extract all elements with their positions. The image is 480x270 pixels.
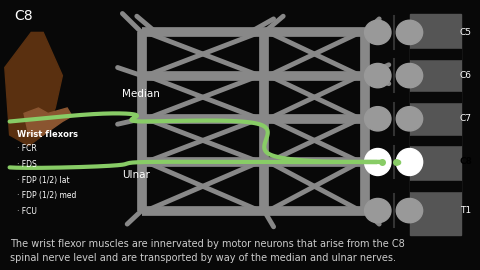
Ellipse shape <box>365 63 391 88</box>
Ellipse shape <box>396 148 422 176</box>
Ellipse shape <box>365 107 391 131</box>
Ellipse shape <box>365 198 391 223</box>
Text: · FDP (1/2) med: · FDP (1/2) med <box>17 191 76 200</box>
Text: C6: C6 <box>459 71 471 80</box>
Polygon shape <box>5 32 62 146</box>
Text: C7: C7 <box>459 114 471 123</box>
Ellipse shape <box>365 148 391 176</box>
Ellipse shape <box>365 20 391 45</box>
Text: · FCU: · FCU <box>17 207 36 216</box>
Bar <box>410 14 461 235</box>
Ellipse shape <box>396 20 422 45</box>
Text: C5: C5 <box>459 28 471 37</box>
Text: · FCR: · FCR <box>17 144 36 153</box>
Text: T1: T1 <box>460 206 471 215</box>
Text: Ulnar: Ulnar <box>122 170 150 180</box>
Ellipse shape <box>396 107 422 131</box>
Text: Wrist flexors: Wrist flexors <box>17 130 78 139</box>
Ellipse shape <box>396 198 422 223</box>
Polygon shape <box>24 108 72 135</box>
Text: · FDS: · FDS <box>17 160 36 169</box>
Text: The wrist flexor muscles are innervated by motor neurons that arise from the C8
: The wrist flexor muscles are innervated … <box>10 239 404 263</box>
Text: C8: C8 <box>14 9 33 23</box>
Text: C8: C8 <box>459 157 472 167</box>
Text: Median: Median <box>122 89 160 99</box>
Text: · FDP (1/2) lat: · FDP (1/2) lat <box>17 176 70 185</box>
Ellipse shape <box>396 63 422 88</box>
